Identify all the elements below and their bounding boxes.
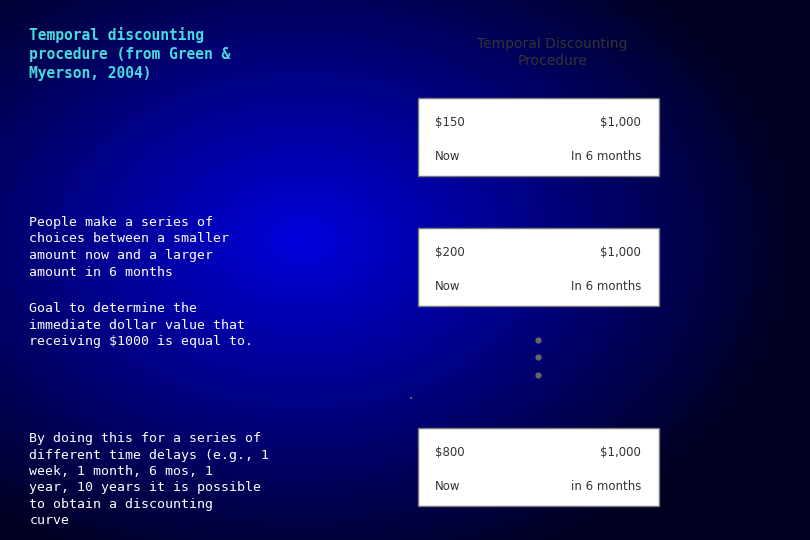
Text: Now: Now <box>435 480 461 492</box>
Text: $150: $150 <box>435 117 465 130</box>
Text: $1,000: $1,000 <box>600 447 642 460</box>
Text: Temporal Discounting
Procedure: Temporal Discounting Procedure <box>477 37 628 68</box>
FancyBboxPatch shape <box>418 428 659 506</box>
Text: Goal to determine the
immediate dollar value that
receiving $1000 is equal to.: Goal to determine the immediate dollar v… <box>29 302 254 348</box>
FancyBboxPatch shape <box>418 228 659 306</box>
Text: People make a series of
choices between a smaller
amount now and a larger
amount: People make a series of choices between … <box>29 216 229 279</box>
Text: Now: Now <box>435 280 461 293</box>
Text: $200: $200 <box>435 246 465 260</box>
Text: $1,000: $1,000 <box>600 246 642 260</box>
Text: $800: $800 <box>435 447 465 460</box>
Text: In 6 months: In 6 months <box>571 150 642 163</box>
Text: In 6 months: In 6 months <box>571 280 642 293</box>
FancyBboxPatch shape <box>418 98 659 176</box>
Text: ·: · <box>407 390 414 409</box>
Text: Now: Now <box>435 150 461 163</box>
Text: in 6 months: in 6 months <box>571 480 642 492</box>
Text: Temporal discounting
procedure (from Green &
Myerson, 2004): Temporal discounting procedure (from Gre… <box>29 27 231 82</box>
Text: By doing this for a series of
different time delays (e.g., 1
week, 1 month, 6 mo: By doing this for a series of different … <box>29 432 270 528</box>
Text: $1,000: $1,000 <box>600 117 642 130</box>
